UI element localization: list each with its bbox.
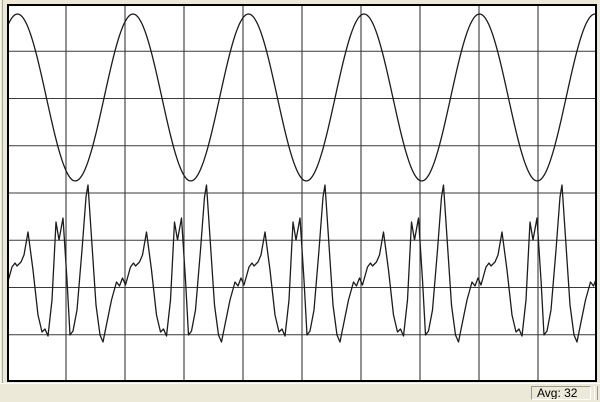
status-divider-dark: [597, 386, 598, 400]
left-edge-groove: [2, 0, 3, 402]
avg-panel: Avg: 32: [531, 386, 591, 400]
status-divider-light: [594, 386, 595, 400]
avg-value: Avg: 32: [537, 386, 578, 400]
status-bar: Avg: 32: [0, 383, 600, 402]
left-edge-highlight: [0, 0, 1, 402]
